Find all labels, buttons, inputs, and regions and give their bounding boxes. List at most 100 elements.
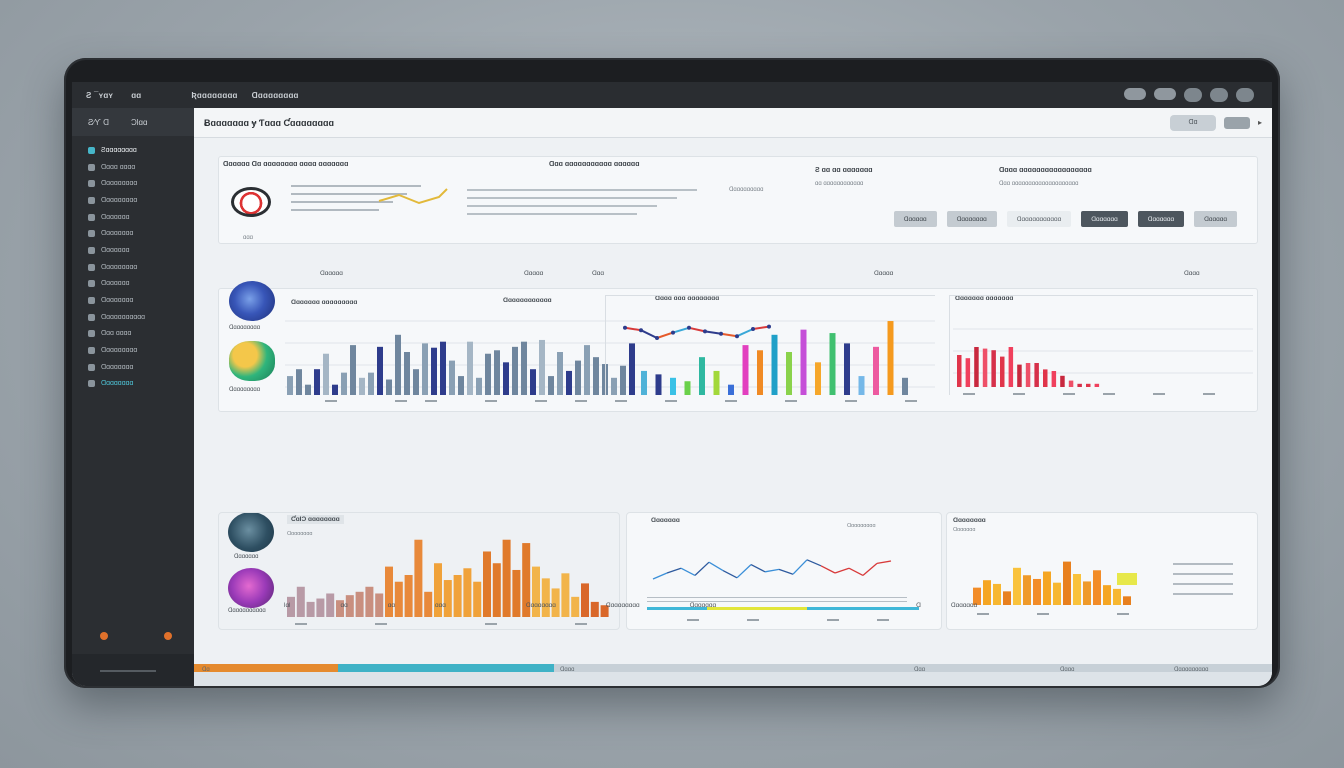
filter-button-3[interactable]: Ɑɑɑɑɑɑɑɑɑɑɑɑ <box>1006 211 1072 227</box>
tick-label <box>425 400 437 402</box>
search-button[interactable]: Ɑɑ <box>1169 114 1216 131</box>
sidebar-item[interactable]: Ɑɑɑɑ ɑɑɑɑ <box>72 159 194 176</box>
bar <box>993 583 1001 605</box>
sidebar-item[interactable]: Ɑɑɑɑɑɑɑ <box>72 209 194 226</box>
bar <box>512 569 521 617</box>
sidebar-item[interactable]: Ɑɑɑɑɑɑɑɑ <box>72 376 194 393</box>
filter-button-5[interactable]: Ɑɑɑɑɑɑɑ <box>1137 211 1185 227</box>
sidebar-item[interactable]: Ɑɑɑɑɑɑɑ <box>72 242 194 259</box>
sidebar-item[interactable]: Ɑɑɑɑɑɑɑɑɑ <box>72 175 194 192</box>
notification-icon[interactable] <box>1210 88 1228 102</box>
bar <box>314 369 320 395</box>
sidebar-item[interactable]: Ɑɑɑɑɑɑɑ <box>72 276 194 293</box>
tick-label <box>665 400 677 402</box>
teal-thumbnail[interactable] <box>228 512 274 552</box>
bar <box>530 369 536 395</box>
line-segment <box>764 568 780 573</box>
filter-button-2[interactable]: Ɑɑɑɑɑɑɑɑ <box>946 211 997 227</box>
footer-item[interactable]: Ɑɑɑɑɑɑɑ <box>689 602 717 609</box>
footer-item[interactable]: Ɑ <box>916 602 921 609</box>
bar <box>670 377 676 395</box>
sidebar-item[interactable]: Ƨɑɑɑɑɑɑɑɑ <box>72 142 194 159</box>
toggle-icon[interactable] <box>1223 116 1250 129</box>
line-segment <box>736 564 752 579</box>
sidebar-item[interactable]: Ɑɑɑɑɑɑɑɑ <box>72 359 194 376</box>
status-dot-icon[interactable] <box>100 632 108 640</box>
footer-item[interactable]: ɑɑ <box>387 602 395 609</box>
bar <box>1000 356 1005 387</box>
bar <box>521 341 527 395</box>
window-control-icon[interactable] <box>1154 88 1176 100</box>
bar <box>1113 588 1121 605</box>
globe-thumbnail[interactable] <box>229 281 275 321</box>
sidebar-item-icon <box>88 297 95 305</box>
bar <box>326 593 335 617</box>
line-point <box>639 328 643 333</box>
sidebar-item[interactable]: Ɑɑɑɑɑɑɑɑɑ <box>72 342 194 359</box>
bar <box>512 346 518 395</box>
page-title: Ƀɑɑɑɑɑɑɑ ɏ Ƭɑɑɑ Ƈɑɑɑɑɑɑɑɑ <box>204 117 334 128</box>
strip-label-b: Ɑɑɑɑ <box>560 667 575 673</box>
legend-line <box>1173 593 1233 595</box>
bar <box>350 345 356 395</box>
top-tab-a[interactable]: ɑɑ <box>131 90 142 100</box>
footer-item[interactable]: Ɑɑɑɑɑɑɑ <box>950 602 978 609</box>
sidebar-item-icon <box>88 363 95 371</box>
footer-item[interactable]: ƖɑƖ <box>284 602 291 609</box>
filter-button-1[interactable]: Ɑɑɑɑɑɑ <box>893 211 937 227</box>
sidebar-item[interactable]: Ɑɑɑɑɑɑɑɑɑɑɑ <box>72 309 194 326</box>
bar <box>422 343 428 395</box>
bar <box>557 352 563 395</box>
line-segment <box>848 567 864 576</box>
settings-icon[interactable] <box>1184 88 1202 102</box>
bar <box>584 345 590 395</box>
sidebar-item-icon <box>88 330 95 338</box>
status-dot-icon[interactable] <box>164 632 172 640</box>
tick-label <box>575 400 587 402</box>
bar <box>983 580 991 605</box>
chevron-icon[interactable]: ▸ <box>1257 118 1262 127</box>
footer-item[interactable]: ɑɑɑ <box>434 602 446 609</box>
gauge-label: ɑɑɑ <box>243 235 254 241</box>
top-tab-c[interactable]: Ɑɑɑɑɑɑɑɑɑ <box>251 90 299 100</box>
window-control-icon[interactable] <box>1124 88 1146 100</box>
bar <box>742 345 749 395</box>
bar <box>957 355 962 387</box>
footer-item[interactable]: Ɑɑɑɑɑɑɑɑ <box>525 602 556 609</box>
bar <box>305 384 311 395</box>
summary-text-lines <box>467 189 697 215</box>
sidebar-item-label: Ɑɑɑɑɑɑɑɑ <box>101 297 134 305</box>
line-point <box>655 336 659 340</box>
footer-item[interactable]: Ɑɑɑɑɑɑɑɑɑ <box>605 602 640 609</box>
sidebar-item-label: Ɑɑɑɑɑɑɑ <box>101 213 130 221</box>
chart-thumbnail[interactable] <box>229 341 275 381</box>
bar <box>571 596 580 617</box>
footer-item[interactable]: ɑɑ <box>340 602 348 609</box>
sidebar-header-right[interactable]: ƆƖɑɑ <box>130 117 148 127</box>
summary-card: Ɑɑɑɑɑɑ Ɑɑ ɑɑɑɑɑɑɑɑ ɑɑɑɑ ɑɑɑɑɑɑɑ Ɑɑɑ ɑɑɑɑ… <box>218 156 1258 244</box>
sidebar-item-icon <box>88 213 95 221</box>
purple-thumbnail[interactable] <box>228 568 274 608</box>
user-icon[interactable] <box>1236 88 1254 102</box>
line-segment <box>834 567 850 574</box>
top-tab-b[interactable]: Ʀɑɑɑɑɑɑɑɑ <box>191 90 238 100</box>
sidebar-item[interactable]: Ɑɑɑɑɑɑɑɑ <box>72 225 194 242</box>
bar <box>844 343 850 395</box>
bar <box>365 586 374 617</box>
sidebar-item[interactable]: Ɑɑɑ ɑɑɑɑ <box>72 326 194 343</box>
sidebar-item-icon <box>88 246 95 254</box>
sidebar-item[interactable]: Ɑɑɑɑɑɑɑɑɑ <box>72 192 194 209</box>
row2-label-4: Ɑɑɑɑɑ <box>874 270 894 277</box>
line-segment <box>656 331 674 339</box>
line-segment <box>876 560 892 565</box>
text-line <box>467 197 677 199</box>
bar <box>887 321 894 395</box>
filter-button-6[interactable]: Ɑɑɑɑɑɑ <box>1194 211 1237 227</box>
sidebar-item[interactable]: Ɑɑɑɑɑɑɑɑɑ <box>72 259 194 276</box>
line-segment <box>672 326 690 334</box>
thumb-label-4: Ɑɑɑɑɑɑɑɑɑɑɑ <box>228 608 266 614</box>
line-segment <box>722 570 738 579</box>
sidebar-item[interactable]: Ɑɑɑɑɑɑɑɑ <box>72 292 194 309</box>
bar <box>287 376 293 395</box>
filter-button-4[interactable]: Ɑɑɑɑɑɑɑ <box>1081 211 1128 227</box>
